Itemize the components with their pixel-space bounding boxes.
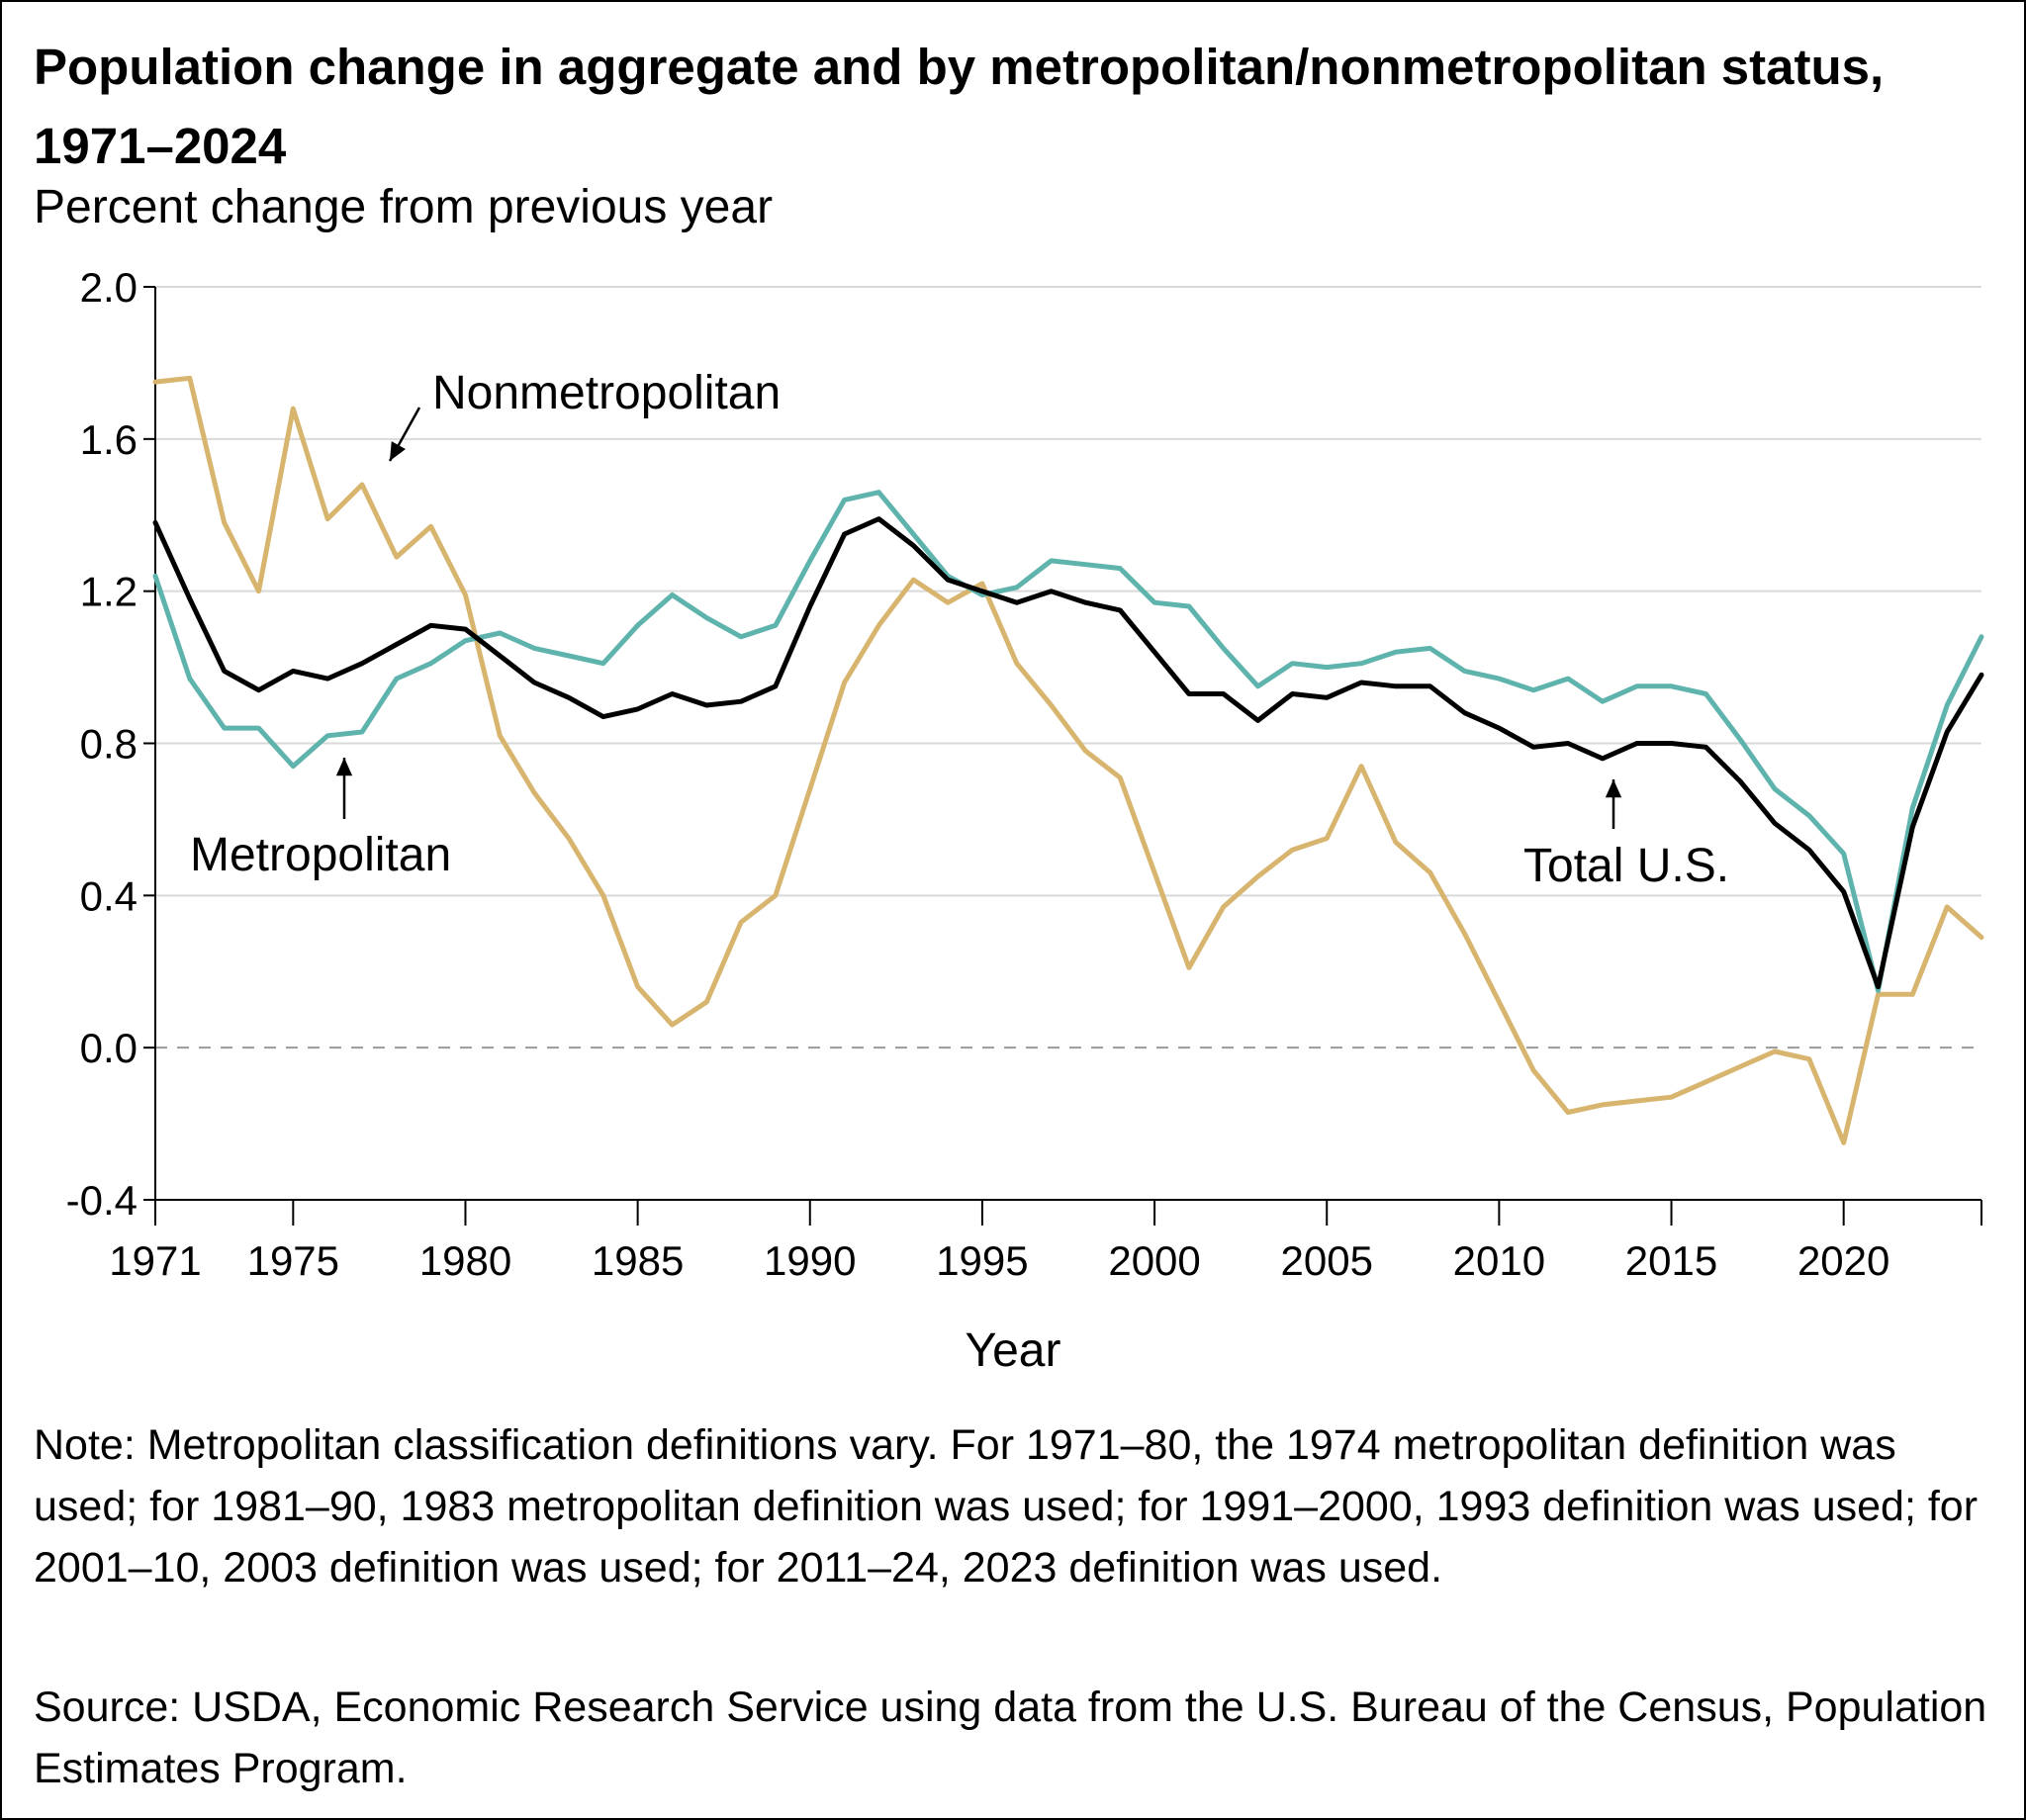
x-tick-label: 1995 <box>936 1237 1028 1284</box>
annotation-nonmetropolitan: Nonmetropolitan <box>432 367 781 419</box>
x-tick-label: 1985 <box>592 1237 684 1284</box>
chart-source: Source: USDA, Economic Research Service … <box>34 1684 1987 1792</box>
y-tick-label: 1.2 <box>80 569 138 615</box>
x-tick-label: 2020 <box>1797 1237 1889 1284</box>
y-tick-label: 0.4 <box>80 872 138 919</box>
y-tick-label: 0.8 <box>80 721 138 768</box>
y-tick-label: -0.4 <box>66 1177 138 1224</box>
series-line-total-u-s <box>152 516 1984 990</box>
metropolitan-arrow-head <box>335 758 353 776</box>
series-lines <box>152 375 1984 1145</box>
x-tick-label: 2010 <box>1453 1237 1545 1284</box>
annotation-metropolitan: Metropolitan <box>190 829 451 881</box>
annotations: Nonmetropolitan Metropolitan Total U.S. <box>190 367 1729 892</box>
x-tick-label: 1990 <box>764 1237 856 1284</box>
x-tick-label: 2015 <box>1625 1237 1717 1284</box>
y-axis-label: Percent change from previous year <box>34 181 774 233</box>
series-line-nonmetropolitan <box>152 375 1984 1145</box>
y-tick-label: 1.6 <box>80 416 138 463</box>
x-axis-label: Year <box>965 1324 1061 1377</box>
x-tick-label: 2005 <box>1281 1237 1373 1284</box>
total-us-arrow-head <box>1605 779 1622 798</box>
axes: 2.0 1.6 1.2 0.8 0.4 0.0 -0.4 1971 1975 1980 1985 19… <box>66 264 1982 1284</box>
series-line-metropolitan <box>152 490 1984 993</box>
x-tick-label: 1971 <box>109 1237 201 1284</box>
x-tick-label: 1975 <box>247 1237 339 1284</box>
chart-note: Note: Metropolitan classification defini… <box>34 1421 1979 1592</box>
chart-title: Population change in aggregate and by me… <box>34 39 1885 174</box>
gridlines <box>155 286 1981 1049</box>
y-tick-label: 0.0 <box>80 1025 138 1071</box>
y-tick-label: 2.0 <box>80 264 138 311</box>
nonmetropolitan-arrow-head <box>390 441 406 461</box>
x-tick-label: 1980 <box>419 1237 511 1284</box>
x-tick-label: 2000 <box>1108 1237 1200 1284</box>
annotation-total-us: Total U.S. <box>1523 840 1729 892</box>
